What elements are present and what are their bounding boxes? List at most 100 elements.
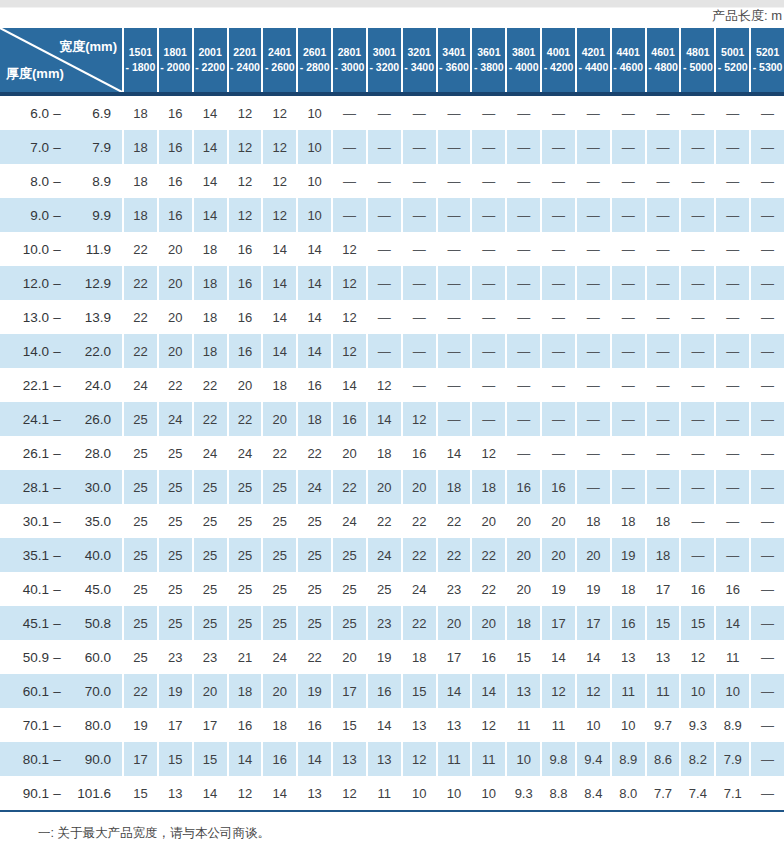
data-cell: 25 xyxy=(368,572,401,606)
table-row: 26.1–28.02525242422222018161412———————— xyxy=(0,436,784,470)
data-cell: 14 xyxy=(194,198,227,232)
data-cell: 13 xyxy=(438,708,471,742)
data-cell: 11 xyxy=(438,742,471,776)
data-cell: 8.8 xyxy=(542,776,575,810)
row-label: 24.1–26.0 xyxy=(0,402,122,436)
column-header-range-start: 2601 xyxy=(303,45,326,60)
data-cell-empty: — xyxy=(438,368,471,402)
data-cell: 16 xyxy=(159,130,192,164)
data-cell-empty: — xyxy=(681,266,714,300)
data-cell: 14 xyxy=(298,232,331,266)
data-cell: 20 xyxy=(507,504,540,538)
data-cell: 22 xyxy=(194,368,227,402)
data-cell: 10 xyxy=(681,674,714,708)
data-cell: 25 xyxy=(298,504,331,538)
column-header: 3201- 3400 xyxy=(403,28,436,92)
data-cell-empty: — xyxy=(612,334,645,368)
data-cell: 22 xyxy=(124,674,157,708)
column-header: 5201- 5300 xyxy=(751,28,784,92)
data-cell-empty: — xyxy=(681,470,714,504)
thickness-from: 26.1 xyxy=(9,446,49,461)
data-cell-empty: — xyxy=(542,198,575,232)
data-cell: 14 xyxy=(438,436,471,470)
data-cell: 11 xyxy=(716,640,749,674)
data-cell: 8.2 xyxy=(681,742,714,776)
data-cell-empty: — xyxy=(472,130,505,164)
data-cell-empty: — xyxy=(368,130,401,164)
column-header-range-start: 2401 xyxy=(268,45,291,60)
row-label: 9.0–9.9 xyxy=(0,198,122,232)
data-cell: 10 xyxy=(298,130,331,164)
data-cell: 25 xyxy=(263,538,296,572)
data-cell-empty: — xyxy=(368,334,401,368)
thickness-from: 45.1 xyxy=(9,616,49,631)
data-cell-empty: — xyxy=(751,776,784,810)
data-cell: 12 xyxy=(263,198,296,232)
data-cell: 12 xyxy=(333,232,366,266)
data-cell: 14 xyxy=(263,334,296,368)
data-cell-empty: — xyxy=(751,164,784,198)
data-cell: 18 xyxy=(194,232,227,266)
row-label: 40.1–45.0 xyxy=(0,572,122,606)
data-cell-empty: — xyxy=(751,402,784,436)
table-row: 28.1–30.025252525252422202018181616—————… xyxy=(0,470,784,504)
thickness-from: 22.1 xyxy=(9,378,49,393)
thickness-to: 7.9 xyxy=(65,140,113,155)
data-cell: 12 xyxy=(403,402,436,436)
row-label: 28.1–30.0 xyxy=(0,470,122,504)
column-header-range-end: - 4200 xyxy=(544,60,574,75)
range-separator: – xyxy=(49,650,65,665)
data-cell: 25 xyxy=(298,606,331,640)
data-cell: 25 xyxy=(159,572,192,606)
column-header: 1801- 2000 xyxy=(159,28,192,92)
thickness-from: 70.1 xyxy=(9,718,49,733)
data-cell: 16 xyxy=(472,640,505,674)
data-cell: 22 xyxy=(438,504,471,538)
column-header-range-end: - 4600 xyxy=(613,60,643,75)
width-header-label: 宽度(mm) xyxy=(59,38,117,56)
column-header: 2401- 2600 xyxy=(263,28,296,92)
data-cell-empty: — xyxy=(577,266,610,300)
thickness-to: 11.9 xyxy=(65,242,113,257)
data-cell-empty: — xyxy=(333,96,366,130)
data-cell-empty: — xyxy=(716,232,749,266)
data-cell: 24 xyxy=(368,538,401,572)
data-cell-empty: — xyxy=(716,130,749,164)
data-cell-empty: — xyxy=(577,130,610,164)
data-cell: 10 xyxy=(716,674,749,708)
data-cell: 20 xyxy=(159,232,192,266)
column-header-range-end: - 4800 xyxy=(648,60,678,75)
data-cell: 20 xyxy=(263,674,296,708)
data-cell: 18 xyxy=(124,130,157,164)
data-cell: 11 xyxy=(542,708,575,742)
thickness-from: 13.0 xyxy=(9,310,49,325)
data-cell-empty: — xyxy=(368,300,401,334)
footer-note: 一: 关于最大产品宽度，请与本公司商谈。 xyxy=(38,825,270,842)
data-cell-empty: — xyxy=(612,300,645,334)
data-cell-empty: — xyxy=(577,402,610,436)
column-header-range-start: 4801 xyxy=(686,45,709,60)
data-cell-empty: — xyxy=(542,232,575,266)
data-cell: 22 xyxy=(194,402,227,436)
thickness-to: 50.8 xyxy=(65,616,113,631)
data-cell: 18 xyxy=(263,368,296,402)
thickness-to: 26.0 xyxy=(65,412,113,427)
data-cell: 16 xyxy=(716,572,749,606)
data-cell: 12 xyxy=(263,96,296,130)
top-bar xyxy=(0,0,784,8)
row-label: 50.9–60.0 xyxy=(0,640,122,674)
thickness-to: 70.0 xyxy=(65,684,113,699)
data-cell-empty: — xyxy=(403,334,436,368)
row-label: 80.1–90.0 xyxy=(0,742,122,776)
data-cell-empty: — xyxy=(577,436,610,470)
data-cell: 8.9 xyxy=(716,708,749,742)
range-separator: – xyxy=(49,310,65,325)
data-cell: 22 xyxy=(333,470,366,504)
column-header-range-end: - 5200 xyxy=(718,60,748,75)
column-header-range-start: 3401 xyxy=(442,45,465,60)
data-cell: 19 xyxy=(612,538,645,572)
column-header-range-end: - 2400 xyxy=(230,60,260,75)
data-cell-empty: — xyxy=(368,164,401,198)
thickness-to: 35.0 xyxy=(65,514,113,529)
data-cell: 22 xyxy=(229,402,262,436)
